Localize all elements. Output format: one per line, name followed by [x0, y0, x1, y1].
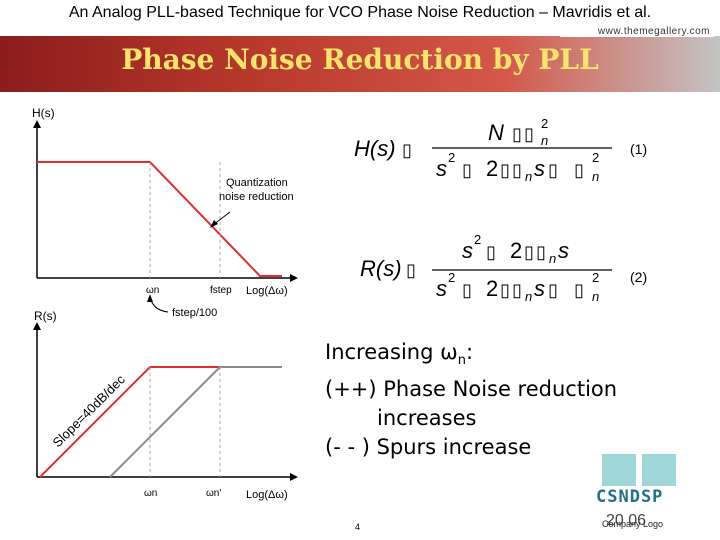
- eq2-num-box3: ▯: [536, 242, 546, 262]
- plot1-annotation-line1: Quantization: [226, 177, 288, 189]
- equations: H(s) ▯ N ▯ ▯ 2 n s 2 ▯ 2 ▯ ▯ n s ▯ ▯ 2 n…: [354, 116, 647, 304]
- plot2-slope-label: Slope=40dB/dec: [50, 371, 129, 450]
- eq1-den-2: 2: [486, 156, 498, 181]
- eq1-num-sub: n: [541, 133, 548, 148]
- plot1-fstep-note: fstep/100: [172, 307, 217, 319]
- plot2-curve-wn-prime: [109, 366, 282, 478]
- year-text: 20 06: [606, 512, 647, 529]
- eq2-den-sup: 2: [448, 270, 455, 285]
- bullet-line-4: (- - ) Spurs increase: [325, 435, 532, 460]
- eq2-den-box3: ▯: [512, 280, 522, 300]
- bullet-line-2: (++) Phase Noise reduction: [325, 377, 618, 402]
- bullet-text: Increasing ωn: (++) Phase Noise reductio…: [325, 338, 617, 462]
- slide-title: Phase Noise Reduction by PLL: [121, 43, 599, 76]
- plot1-tick-fstep: fstep: [210, 285, 232, 296]
- eq1-den-box3: ▯: [512, 160, 522, 180]
- eq1-den-s: s: [436, 156, 447, 181]
- eq1-den-box4: ▯: [548, 160, 558, 180]
- eq1-box: ▯: [402, 140, 412, 160]
- plot2-x-arrow-icon: [290, 473, 298, 481]
- eq2-den-box1: ▯: [462, 280, 472, 300]
- plot1-xlabel: Log(Δω): [246, 285, 288, 297]
- eq2-num-box2: ▯: [524, 242, 534, 262]
- eq2-num-box1: ▯: [486, 242, 496, 262]
- plot2-y-arrow-icon: [33, 322, 41, 330]
- eq1-den-box5: ▯: [574, 160, 584, 180]
- plot2-tick-wn: ωn: [144, 488, 157, 499]
- eq1-lhs: H(s): [354, 136, 396, 161]
- eq1-num-sup: 2: [541, 116, 548, 131]
- website-label: www.themegallery.com: [560, 26, 714, 37]
- eq2-den-box4: ▯: [548, 280, 558, 300]
- eq1-number: (1): [630, 141, 647, 157]
- eq2-den-2: 2: [486, 276, 498, 301]
- eq2-den-box2: ▯: [500, 280, 510, 300]
- eq1-den-sub2: n: [592, 169, 599, 184]
- plot2-ylabel: R(s): [34, 309, 57, 323]
- bullet-line-1: Increasing ωn:: [325, 340, 474, 369]
- eq2-num-sup: 2: [474, 232, 481, 247]
- plot-r-of-s: R(s) Slope=40dB/dec ωn ωn' Log(Δω): [33, 309, 298, 501]
- eq1-den-box1: ▯: [462, 160, 472, 180]
- eq2-num-2: 2: [510, 238, 522, 263]
- plot2-tick-wn-prime: ωn': [206, 488, 221, 499]
- eq2-num-s2: s: [558, 238, 569, 263]
- plot1-tick-wn: ωn: [146, 285, 159, 296]
- eq1-den-sup2: 2: [592, 150, 599, 165]
- logo-square-right: [642, 454, 676, 486]
- eq1-num-box: ▯: [512, 124, 522, 144]
- eq1-den-box2: ▯: [500, 160, 510, 180]
- eq2-lhs: R(s): [360, 256, 402, 281]
- plot-h-of-s: H(s) Quantization noise reduction ωn fst…: [32, 106, 298, 319]
- eq2-den-sub1: n: [525, 289, 532, 304]
- eq2-den-box5: ▯: [574, 280, 584, 300]
- plot1-annotation-line2: noise reduction: [219, 191, 294, 203]
- plot1-ylabel: H(s): [32, 106, 55, 120]
- csndsp-logo-text: CSNDSP: [596, 487, 664, 507]
- plot2-xlabel: Log(Δω): [246, 489, 288, 501]
- plot1-fstep-note-arrow-icon: [147, 294, 153, 302]
- eq2-den-sup2: 2: [592, 270, 599, 285]
- eq2-den-sub2: n: [592, 289, 599, 304]
- page-number: 4: [355, 522, 361, 532]
- plot1-y-arrow-icon: [33, 120, 41, 128]
- eq1-den-sup: 2: [448, 150, 455, 165]
- plot1-transfer-curve: [37, 161, 282, 277]
- company-logo-text: Company Logo: [602, 519, 664, 529]
- title-banner: [0, 36, 720, 92]
- eq1-num-box2: ▯: [524, 124, 534, 144]
- bullet-line-3: increases: [377, 406, 477, 431]
- plot1-x-arrow-icon: [290, 274, 298, 282]
- eq1-den-s2: s: [534, 156, 545, 181]
- logo-square-left: [602, 454, 636, 486]
- eq2-number: (2): [630, 269, 647, 285]
- eq2-num-s: s: [462, 238, 473, 263]
- plot1-annotation-arrow-icon: [210, 220, 218, 228]
- eq2-den-s: s: [436, 276, 447, 301]
- eq2-num-sub: n: [549, 251, 556, 266]
- eq2-box: ▯: [406, 260, 416, 280]
- eq2-den-s2: s: [534, 276, 545, 301]
- eq1-numerator: N: [488, 120, 504, 145]
- presentation-header-title: An Analog PLL-based Technique for VCO Ph…: [68, 4, 652, 21]
- eq1-den-sub1: n: [525, 169, 532, 184]
- csndsp-logo-squares: [602, 454, 676, 486]
